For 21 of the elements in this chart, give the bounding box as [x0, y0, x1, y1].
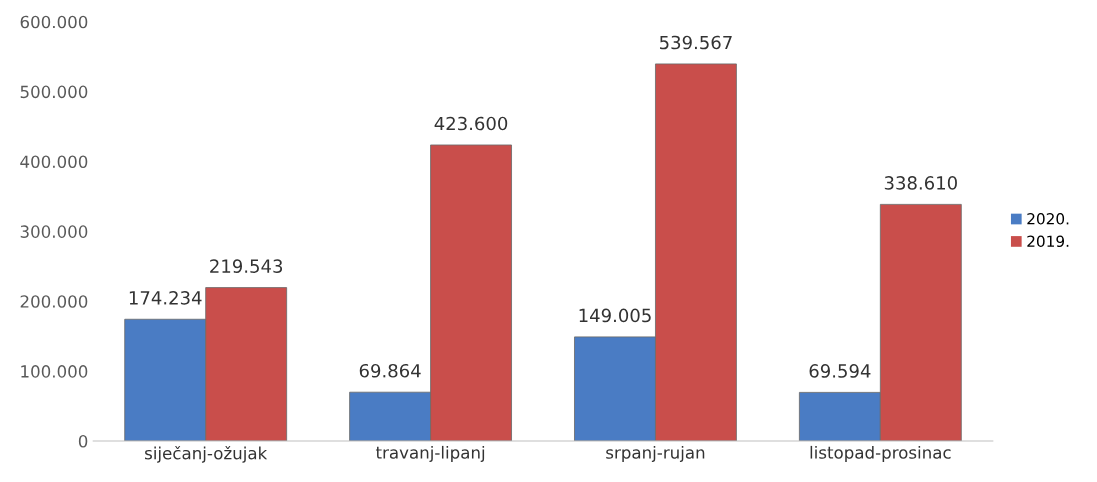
- y-tick-label: 600.000: [20, 15, 88, 29]
- data-label: 69.864: [359, 363, 421, 378]
- data-label: 149.005: [579, 308, 651, 323]
- x-tick-label: siječanj-ožujak: [145, 445, 268, 463]
- legend-label: 2019.: [1027, 235, 1069, 248]
- y-tick-label: 0: [78, 434, 88, 448]
- data-label: 174.234: [129, 290, 202, 305]
- y-tick-label: 400.000: [20, 155, 88, 169]
- data-label: 539.567: [660, 35, 732, 50]
- legend-label: 2020.: [1027, 213, 1069, 225]
- x-tick-label: srpanj-rujan: [606, 445, 705, 463]
- x-tick-label: travanj-lipanj: [375, 445, 485, 463]
- y-tick-label: 100.000: [21, 365, 88, 378]
- y-tick-label: 200.000: [20, 295, 88, 308]
- data-label: 423.600: [434, 116, 508, 131]
- y-tick-label: 500.000: [20, 85, 88, 99]
- data-label: 219.543: [210, 259, 283, 273]
- data-label: 69.594: [809, 364, 871, 378]
- data-label: 338.610: [884, 176, 957, 190]
- y-tick-label: 300.000: [20, 225, 88, 238]
- x-tick-label: listopad-prosinac: [810, 445, 951, 463]
